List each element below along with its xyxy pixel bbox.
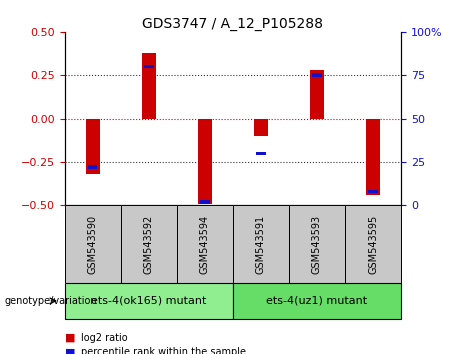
Bar [254,119,268,136]
Text: percentile rank within the sample: percentile rank within the sample [81,347,246,354]
Bar [233,205,289,283]
Text: GSM543591: GSM543591 [256,215,266,274]
Text: ets-4(ok165) mutant: ets-4(ok165) mutant [91,296,207,306]
Text: GSM543592: GSM543592 [144,215,154,274]
Bar [256,152,266,155]
Text: GSM543595: GSM543595 [368,215,378,274]
Bar [289,205,345,283]
Bar [233,283,401,319]
Text: ets-4(uz1) mutant: ets-4(uz1) mutant [266,296,367,306]
Bar [200,200,210,204]
Text: ■: ■ [65,347,75,354]
Text: genotype/variation: genotype/variation [5,296,97,306]
Text: log2 ratio: log2 ratio [81,333,127,343]
Bar [368,190,378,193]
Bar [345,205,401,283]
Text: GSM543593: GSM543593 [312,215,322,274]
Bar [142,53,156,119]
Text: GSM543590: GSM543590 [88,215,98,274]
Bar [366,119,380,195]
Bar [312,74,322,77]
Bar [121,205,177,283]
Bar [144,65,154,68]
Text: GSM543594: GSM543594 [200,215,210,274]
Bar [198,119,212,204]
Bar [65,205,121,283]
Text: ■: ■ [65,333,75,343]
Bar [65,283,233,319]
Bar [177,205,233,283]
Bar [88,165,97,169]
Bar [86,119,100,174]
Bar [310,70,324,119]
Title: GDS3747 / A_12_P105288: GDS3747 / A_12_P105288 [142,17,323,31]
